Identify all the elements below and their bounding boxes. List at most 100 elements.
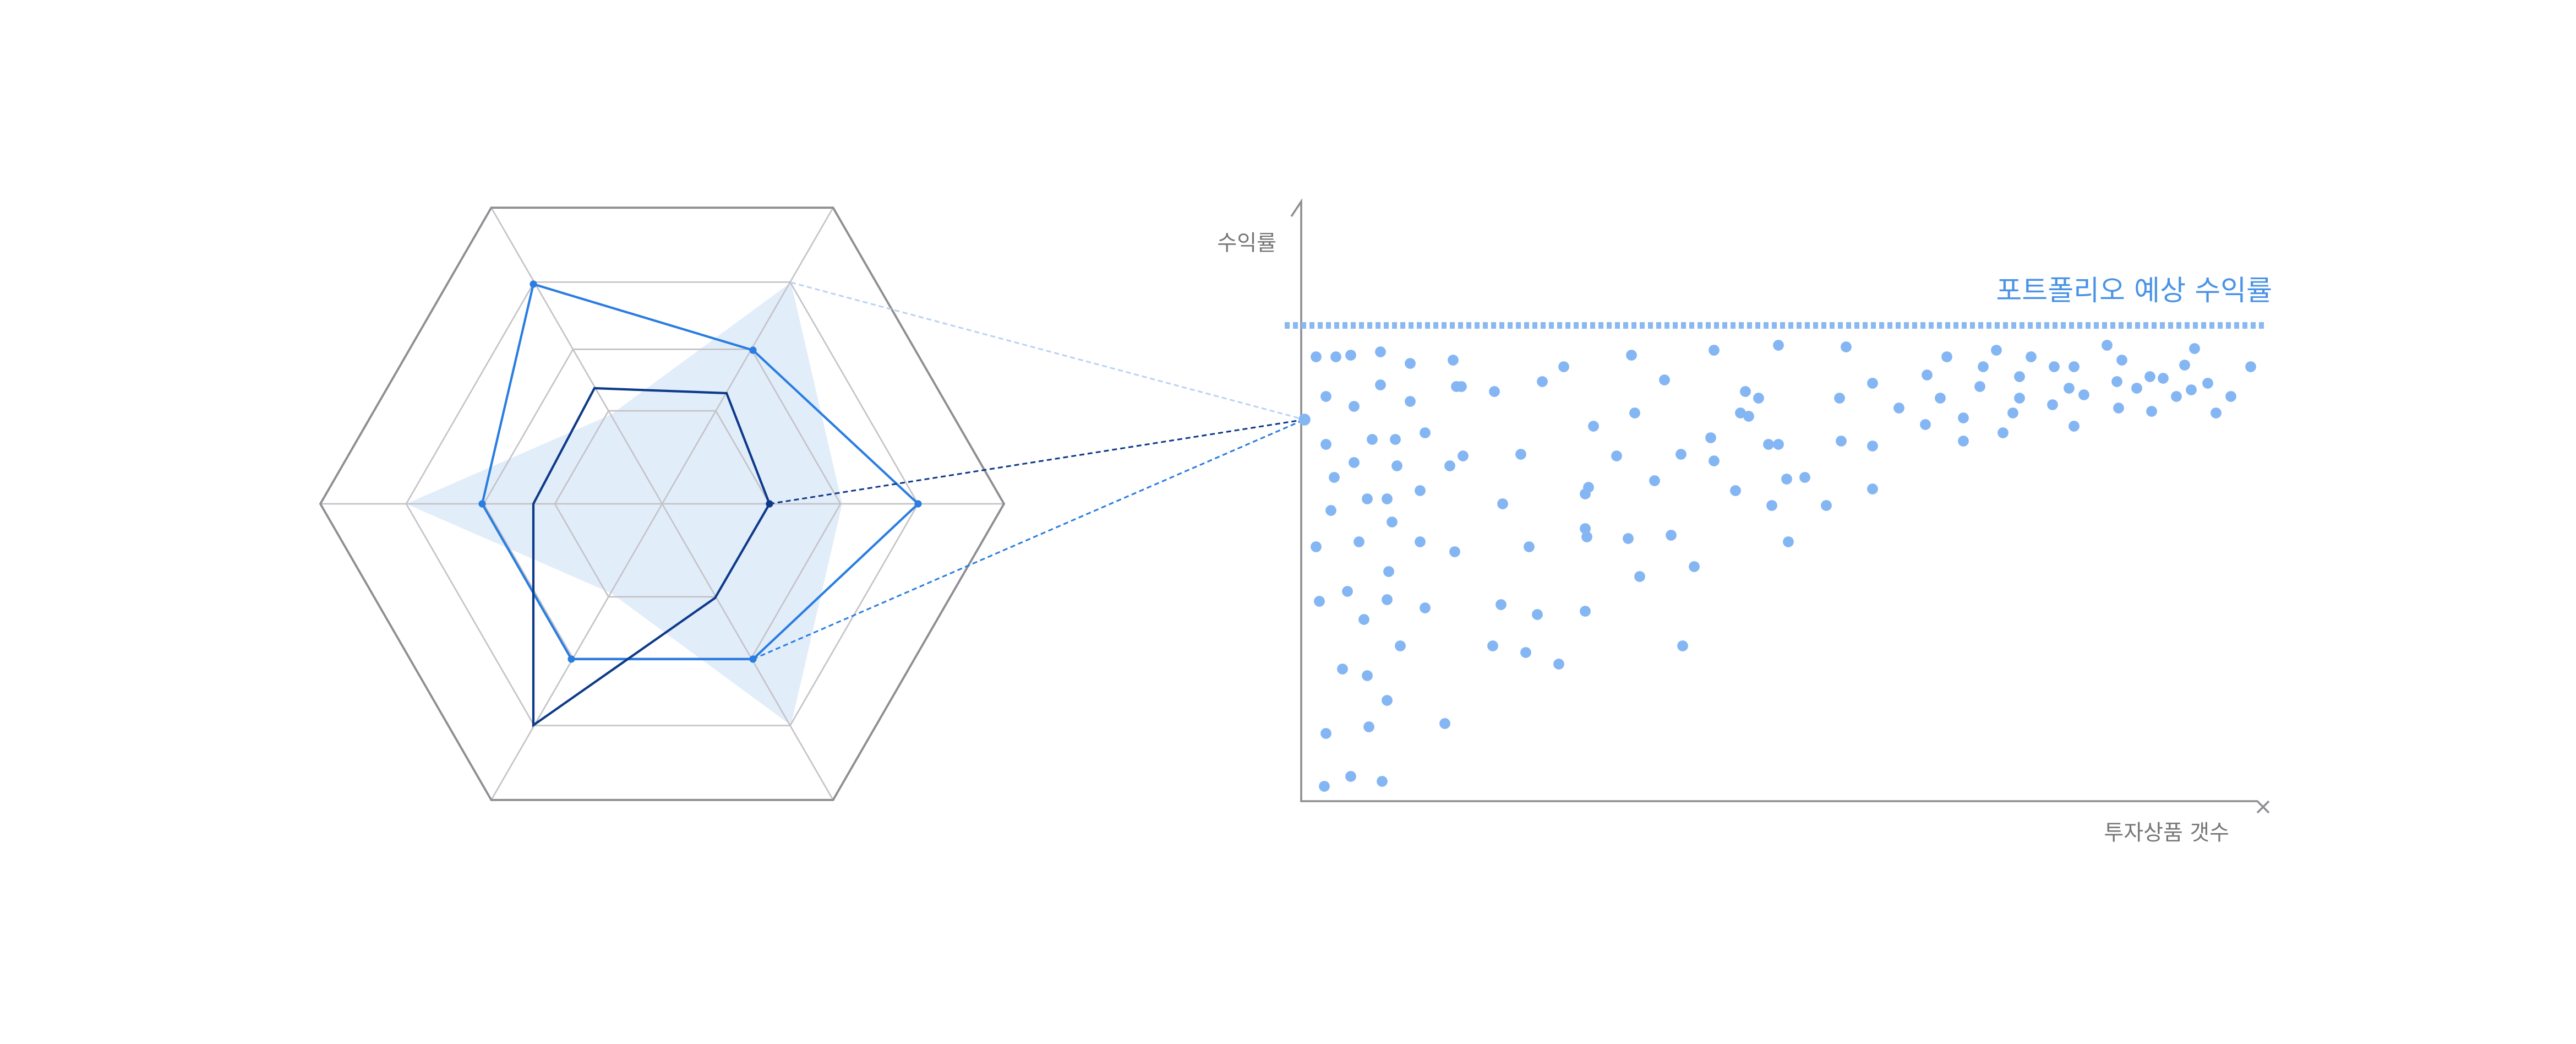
scatter-dot (2047, 399, 2058, 410)
scatter-dot (1677, 640, 1688, 651)
scatter-dot (1991, 345, 2002, 356)
scatter-dot (1387, 516, 1398, 528)
scatter-dot (1893, 403, 1904, 414)
scatter-dot (1405, 358, 1416, 369)
x-axis-label: 투자상품 갯수 (2104, 821, 2229, 846)
scatter-dot (1458, 450, 1469, 461)
radar-dark-shape (532, 387, 771, 728)
scatter-dot (1395, 640, 1406, 651)
scatter-dot (1553, 659, 1564, 670)
scatter-dot (1740, 386, 1751, 397)
connector-line (769, 418, 1305, 505)
scatter-dot (1867, 483, 1878, 494)
scatter-dot (1375, 346, 1386, 357)
scatter-dot (1836, 436, 1847, 447)
scatter-dot (2069, 361, 2080, 372)
scatter-dot (1773, 340, 1784, 351)
scatter-dot (2113, 403, 2124, 414)
scatter-dot (1329, 472, 1340, 483)
scatter-dot (1689, 561, 1700, 572)
scatter-dot (1520, 647, 1531, 658)
radar-vertex (749, 655, 757, 663)
scatter-dot (2211, 407, 2222, 418)
scatter-dot (1588, 421, 1599, 432)
scatter-dot (1709, 455, 1720, 466)
scatter-dot (1524, 541, 1535, 552)
scatter-dot (1974, 381, 1985, 392)
scatter-dot (1532, 609, 1543, 620)
scatter-dot (2202, 378, 2213, 389)
scatter-dot (1781, 474, 1792, 485)
radar-outer-ring (319, 206, 1006, 801)
scatter-dot (2102, 340, 2113, 351)
radar-vertex (766, 500, 773, 508)
scatter-dot (2189, 343, 2200, 354)
scatter-dot (1611, 450, 1622, 461)
scatter-dot (1867, 378, 1878, 389)
scatter-dot (1311, 351, 1322, 362)
scatter-dot (1743, 411, 1754, 422)
scatter-dot (1382, 594, 1393, 605)
scatter-dot (1821, 500, 1832, 511)
radar-vertex (749, 346, 757, 354)
scatter-dot (1349, 401, 1360, 412)
scatter-dot (1314, 596, 1325, 607)
scatter-plot (1285, 198, 2270, 814)
scatter-dot (1580, 523, 1591, 534)
scatter-dot (1448, 355, 1459, 366)
scatter-dot (1705, 432, 1716, 443)
radar-spoke (490, 503, 663, 801)
scatter-dot (1362, 493, 1373, 504)
scatter-dot (2069, 421, 2080, 432)
scatter-dot (1415, 536, 1426, 547)
scatter-dot (1320, 728, 1331, 739)
scatter-dot (1834, 393, 1845, 404)
scatter-dot (1349, 457, 1360, 468)
connector-lines (752, 281, 1305, 660)
scatter-dot (1799, 472, 1810, 483)
scatter-dot (1537, 376, 1548, 387)
scatter-dot (1420, 602, 1431, 613)
scatter-dot (1354, 536, 1365, 547)
scatter-dot (1489, 386, 1500, 397)
scatter-dot (2026, 351, 2037, 362)
scatter-dot (1382, 493, 1393, 504)
y-axis-label: 수익률 (1217, 231, 1276, 256)
scatter-dot (1629, 407, 1640, 418)
radar-spoke (661, 207, 834, 504)
radar-vertex (478, 500, 486, 508)
scatter-dot (1753, 393, 1764, 404)
scatter-dot (1920, 419, 1931, 430)
scatter-apex-dot (1298, 414, 1311, 426)
scatter-dot (1383, 566, 1394, 577)
scatter-dot (1415, 485, 1426, 496)
scatter-dot (2144, 371, 2155, 382)
scatter-dot (1766, 500, 1777, 511)
scatter-dot (1449, 546, 1460, 557)
radar-vertex (914, 500, 922, 508)
scatter-dot (1623, 533, 1634, 544)
scatter-dot (1325, 505, 1336, 516)
scatter-dot (1580, 488, 1591, 499)
scatter-dot (1405, 396, 1416, 407)
scatter-dot (2007, 407, 2018, 418)
scatter-dot (2171, 391, 2182, 402)
scatter-dot (1941, 351, 1952, 362)
connector-line (790, 281, 1305, 421)
scatter-dot (2131, 383, 2142, 394)
scatter-dot (1345, 350, 1356, 361)
scatter-dot (1342, 586, 1353, 597)
scatter-dot (1444, 460, 1455, 471)
scatter-dot (2225, 391, 2236, 402)
y-axis (1290, 198, 2270, 814)
scatter-dot (2186, 384, 2197, 395)
scatter-dot (1763, 439, 1774, 450)
scatter-dot (1391, 460, 1402, 471)
scatter-dot (1958, 436, 1969, 447)
scatter-dot (1634, 571, 1645, 582)
scatter-dot (2049, 361, 2060, 372)
scatter-dot (1439, 718, 1450, 729)
scatter-dot (1390, 434, 1401, 445)
scatter-dot (1659, 374, 1670, 385)
